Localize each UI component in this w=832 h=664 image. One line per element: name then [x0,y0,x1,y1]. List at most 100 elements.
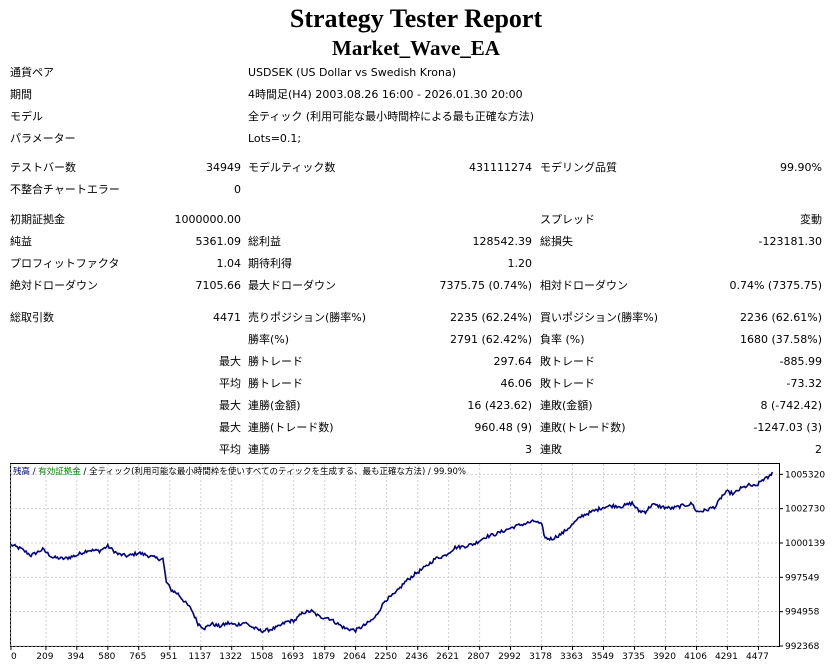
x-tick-label: 0 [11,652,17,662]
x-tick-label: 580 [98,652,115,662]
absolute-drawdown-value: 7105.66 [195,279,242,292]
loss-trades-label: 負率 (%) [540,333,585,346]
spread-value: 変動 [800,213,822,226]
maximum-label: 最大 [219,399,241,412]
average-loss-trade-value: -73.32 [786,377,822,390]
spread-label: スプレッド [540,213,595,226]
chart-grid [10,464,779,647]
profit-trades-label: 勝率(%) [248,333,290,346]
gross-profit-value: 128542.39 [472,235,533,248]
test-bars-value: 34949 [206,161,241,174]
period-value: 4時間足(H4) 2003.08.26 16:00 - 2026.01.30 2… [248,88,523,101]
short-positions-value: 2235 (62.24%) [449,311,532,324]
x-tick-label: 3363 [560,652,583,662]
model-label: モデル [10,110,43,123]
net-profit-label: 純益 [10,235,32,248]
gross-loss-value: -123181.30 [758,235,822,248]
ea-name: Market_Wave_EA [332,36,500,60]
legend-balance: 残高 [13,466,30,477]
x-tick-label: 4291 [715,652,738,662]
x-tick-label: 2064 [343,652,366,662]
relative-drawdown-label: 相対ドローダウン [540,279,628,292]
x-tick-label: 209 [36,652,53,662]
maximal-label: 最大 [219,421,241,434]
test-bars-label: テストバー数 [10,161,76,174]
modeling-quality-label: モデリング品質 [540,161,617,174]
max-consecutive-wins-label: 連勝(金額) [248,399,301,412]
total-trades-value: 4471 [213,311,241,324]
relative-drawdown-value: 0.74% (7375.75) [729,279,822,292]
x-tick-label: 765 [129,652,146,662]
gross-loss-label: 総損失 [540,235,573,248]
model-ticks-value: 431111274 [469,161,532,174]
legend-quality: 99.90% [434,467,466,477]
y-axis-ticks: 1005320 1002730 1000139 997549 994958 992368 [779,470,825,652]
max-consecutive-loss-label: 連敗(トレード数) [540,421,626,434]
x-tick-label: 3735 [622,652,645,662]
model-ticks-label: モデルティック数 [248,161,336,174]
y-tick-label: 1000139 [785,539,825,549]
long-positions-value: 2236 (62.61%) [739,311,822,324]
max-consecutive-profit-value: 960.48 (9) [474,421,532,434]
x-tick-label: 3178 [529,652,552,662]
loss-trades-value: 1680 (37.58%) [739,333,822,346]
initial-deposit-label: 初期証拠金 [10,213,65,226]
average-label: 平均 [219,377,241,390]
x-axis-ticks: 0 209 394 580 765 951 1137 1322 1508 1693 1879 2064… [10,646,769,662]
net-profit-value: 5361.09 [195,235,242,248]
absolute-drawdown-label: 絶対ドローダウン [10,279,98,292]
mismatch-errors-value: 0 [234,183,241,196]
max-consecutive-profit-label: 連勝(トレード数) [248,421,334,434]
maximal-drawdown-label: 最大ドローダウン [248,279,336,292]
chart-legend: 残高 / 有効証拠金 / 全ティック(利用可能な最小時間枠を使いすべてのティック… [13,466,466,477]
profit-trades-value: 2791 (62.42%) [449,333,532,346]
legend-equity: 有効証拠金 [38,466,81,477]
parameters-value: Lots=0.1; [248,132,302,145]
model-value: 全ティック (利用可能な最小時間枠による最も正確な方法) [248,110,535,123]
x-tick-label: 3549 [591,652,614,662]
largest-loss-trade-label: 敗トレード [540,355,595,368]
y-tick-label: 992368 [785,642,820,652]
average-consecutive-label: 平均 [219,443,241,456]
symbol-label: 通貨ペア [10,66,54,79]
max-consecutive-loss-value: -1247.03 (3) [753,421,822,434]
legend-separator-3: / [425,467,433,477]
long-positions-label: 買いポジション(勝率%) [540,311,659,324]
x-tick-label: 2621 [436,652,459,662]
x-tick-label: 1879 [312,652,335,662]
x-tick-label: 1137 [188,652,211,662]
x-tick-label: 4106 [684,652,707,662]
x-tick-label: 1508 [250,652,273,662]
x-tick-label: 1322 [219,652,242,662]
average-profit-trade-label: 勝トレード [248,377,303,390]
largest-label: 最大 [219,355,241,368]
average-profit-trade-value: 46.06 [500,377,533,390]
x-tick-label: 2992 [498,652,521,662]
x-tick-label: 3920 [653,652,676,662]
legend-model: 全ティック(利用可能な最小時間枠を使いすべてのティックを生成する、最も正確な方法… [89,466,425,477]
max-consecutive-losses-label: 連敗(金額) [540,399,593,412]
report-title: Strategy Tester Report [289,4,543,33]
y-tick-label: 1002730 [785,505,825,515]
avg-consecutive-losses-label: 連敗 [540,443,562,456]
avg-consecutive-wins-label: 連勝 [248,443,270,456]
x-tick-label: 2436 [405,652,428,662]
initial-deposit-value: 1000000.00 [174,213,241,226]
y-tick-label: 1005320 [785,470,825,480]
y-tick-label: 997549 [785,573,820,583]
x-tick-label: 2250 [374,652,397,662]
profit-factor-label: プロフィットファクタ [10,257,120,270]
largest-profit-trade-value: 297.64 [493,355,533,368]
x-tick-label: 394 [67,652,84,662]
largest-profit-trade-label: 勝トレード [248,355,303,368]
mismatch-errors-label: 不整合チャートエラー [10,183,120,196]
largest-loss-trade-value: -885.99 [779,355,822,368]
x-tick-label: 2807 [467,652,490,662]
total-trades-label: 総取引数 [10,311,54,324]
short-positions-label: 売りポジション(勝率%) [248,311,367,324]
x-tick-label: 4477 [746,652,769,662]
legend-separator-1: / [30,467,38,477]
expected-payoff-value: 1.20 [507,257,533,270]
x-tick-label: 1693 [281,652,304,662]
expected-payoff-label: 期待利得 [248,257,292,270]
